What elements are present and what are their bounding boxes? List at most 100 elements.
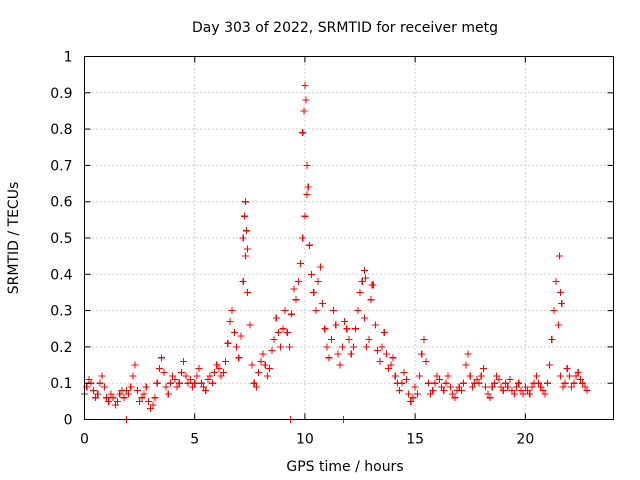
data-point	[299, 234, 307, 242]
data-point	[555, 252, 563, 260]
data-point	[552, 278, 560, 286]
x-tick-label: 5	[190, 432, 199, 448]
data-points	[81, 82, 591, 423]
data-point	[303, 161, 311, 169]
y-tick-label: 0.7	[50, 158, 72, 174]
data-point	[466, 372, 474, 380]
data-point	[433, 372, 441, 380]
data-point	[349, 343, 357, 351]
data-point	[300, 107, 308, 115]
data-point	[297, 259, 305, 267]
data-point	[314, 278, 322, 286]
data-point	[539, 386, 547, 394]
data-point	[334, 350, 342, 358]
data-point	[352, 325, 360, 333]
data-point	[462, 361, 470, 369]
data-point	[583, 386, 591, 394]
data-point	[557, 288, 565, 296]
data-point	[144, 397, 152, 405]
data-point	[261, 361, 269, 369]
data-point	[244, 245, 252, 253]
data-point	[202, 386, 210, 394]
data-point	[473, 376, 481, 384]
data-point	[266, 365, 274, 373]
data-point	[160, 368, 168, 376]
data-point	[579, 379, 587, 387]
data-point	[431, 379, 439, 387]
data-point	[524, 386, 532, 394]
data-point	[488, 383, 496, 391]
data-point	[506, 376, 514, 384]
data-point	[301, 212, 309, 220]
data-point	[325, 354, 333, 362]
data-point	[411, 383, 419, 391]
data-point	[354, 307, 362, 315]
data-point	[98, 372, 106, 380]
data-point	[535, 379, 543, 387]
data-point	[550, 307, 558, 315]
data-point	[422, 357, 430, 365]
data-point	[541, 390, 549, 398]
data-point	[243, 227, 251, 235]
data-point	[332, 321, 340, 329]
data-point	[180, 357, 188, 365]
x-tick-label: 0	[80, 432, 89, 448]
data-point	[368, 281, 376, 289]
data-point	[292, 296, 300, 304]
data-point	[133, 386, 141, 394]
data-point	[479, 365, 487, 373]
data-point	[499, 386, 507, 394]
data-point	[559, 383, 567, 391]
data-point	[219, 368, 227, 376]
data-point	[365, 336, 373, 344]
data-point	[356, 288, 364, 296]
data-point	[574, 368, 582, 376]
data-point	[387, 361, 395, 369]
data-point	[457, 386, 465, 394]
data-point	[304, 183, 312, 191]
data-point	[316, 263, 324, 271]
data-point	[504, 383, 512, 391]
data-point	[330, 307, 338, 315]
data-point	[363, 343, 371, 351]
data-point	[96, 379, 104, 387]
data-point	[338, 343, 346, 351]
data-point	[308, 270, 316, 278]
data-point	[193, 372, 201, 380]
data-point	[570, 379, 578, 387]
data-point	[420, 336, 428, 344]
data-point	[546, 361, 554, 369]
y-tick-label: 0.1	[50, 376, 72, 392]
data-point	[206, 372, 214, 380]
data-point	[543, 379, 551, 387]
data-point	[303, 190, 311, 198]
data-point	[418, 350, 426, 358]
data-point	[398, 379, 406, 387]
data-point	[515, 379, 523, 387]
data-point	[327, 336, 335, 344]
data-point	[147, 405, 155, 413]
data-point	[389, 354, 397, 362]
data-point	[244, 288, 252, 296]
data-point	[294, 278, 302, 286]
data-point	[343, 325, 351, 333]
data-point	[563, 365, 571, 373]
data-point	[290, 285, 298, 293]
data-point	[513, 383, 521, 391]
data-point	[182, 372, 190, 380]
data-point	[336, 361, 344, 369]
data-point	[213, 361, 221, 369]
data-point	[464, 350, 472, 358]
data-point	[239, 278, 247, 286]
data-point	[240, 212, 248, 220]
data-point	[321, 325, 329, 333]
data-point	[195, 365, 203, 373]
data-point	[138, 394, 146, 402]
data-point	[416, 372, 424, 380]
data-point	[177, 368, 185, 376]
data-point	[435, 376, 443, 384]
data-point	[413, 390, 421, 398]
data-point	[486, 394, 494, 402]
data-point	[109, 394, 117, 402]
data-point	[272, 314, 280, 322]
